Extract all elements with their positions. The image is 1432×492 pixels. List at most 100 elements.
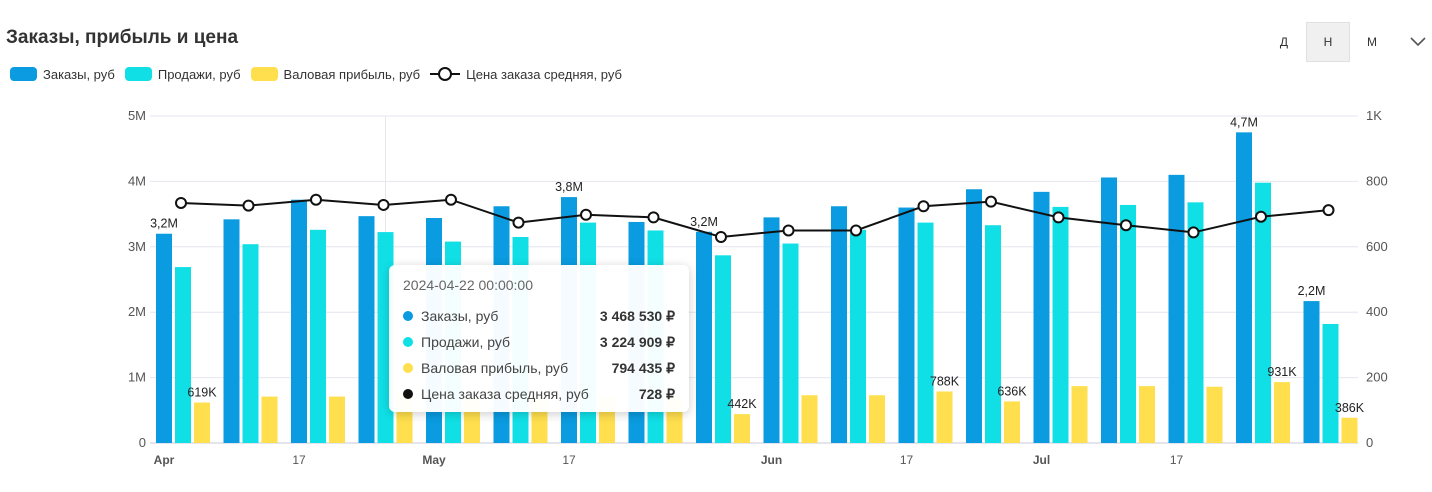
- bar-orders: [358, 216, 375, 443]
- right-axis-tick-label: 400: [1366, 304, 1388, 319]
- data-label: 442K: [727, 397, 757, 411]
- bar-sales: [985, 225, 1001, 443]
- bar-gross-profit: [1341, 417, 1358, 443]
- period-month-button[interactable]: М: [1367, 35, 1377, 49]
- tooltip-label-sales: Продажи, руб: [421, 334, 511, 350]
- chevron-down-icon: [1410, 37, 1426, 47]
- avg-price-point: [917, 200, 930, 213]
- right-axis-tick-label: 200: [1366, 370, 1388, 385]
- tooltip-label-avg-price: Цена заказа средняя, руб: [421, 386, 589, 402]
- period-week-button[interactable]: Н: [1306, 22, 1350, 62]
- avg-price-point: [445, 193, 457, 206]
- legend-swatch-gross-profit: [250, 67, 278, 81]
- data-label: 2,2M: [1298, 284, 1326, 298]
- avg-price-point: [1322, 204, 1335, 217]
- bar-orders: [291, 199, 307, 443]
- legend-line-marker-icon: [430, 67, 461, 81]
- bar-orders: [696, 231, 712, 443]
- chart-title: Заказы, прибыль и цена: [6, 27, 239, 48]
- bar-sales: [175, 267, 191, 443]
- avg-price-point: [1052, 211, 1065, 224]
- legend-item-orders[interactable]: Заказы, руб: [10, 67, 115, 82]
- bar-gross-profit: [1206, 386, 1223, 443]
- x-axis-tick-label: 17: [562, 453, 576, 467]
- avg-price-point: [1187, 226, 1200, 239]
- avg-price-point: [580, 208, 592, 221]
- bar-gross-profit: [261, 396, 278, 443]
- bar-sales: [1187, 202, 1204, 443]
- data-label: 3,2M: [690, 215, 718, 229]
- left-axis-tick-label: 2M: [128, 304, 146, 319]
- avg-price-point: [782, 224, 795, 237]
- bar-gross-profit: [1004, 401, 1020, 443]
- avg-price-line: [180, 198, 1329, 239]
- legend-item-sales[interactable]: Продажи, руб: [124, 66, 241, 82]
- avg-price-point: [512, 216, 525, 229]
- legend-item-avg-price[interactable]: Цена заказа средняя, руб: [430, 66, 622, 82]
- bar-gross-profit: [869, 395, 885, 443]
- bar-sales: [917, 222, 934, 443]
- avg-price-point: [985, 195, 997, 208]
- tooltip-dot-avg-price: [403, 389, 413, 399]
- x-axis-tick-label: 17: [292, 453, 306, 467]
- bar-gross-profit: [936, 391, 953, 443]
- avg-price-point: [850, 224, 862, 237]
- legend-label-sales: Продажи, руб: [157, 66, 241, 82]
- tooltip-dot-sales: [403, 337, 413, 347]
- bar-orders: [1168, 174, 1185, 444]
- bar-gross-profit: [1274, 382, 1290, 443]
- legend-label-orders: Заказы, руб: [43, 66, 115, 82]
- left-axis-tick-label: 3M: [128, 239, 146, 254]
- right-axis-tick-label: 1K: [1366, 108, 1382, 123]
- legend-item-gross-profit[interactable]: Валовая прибыль, руб: [250, 67, 420, 82]
- tooltip-row-avg-price: Цена заказа средняя, руб 728 ₽: [403, 381, 675, 407]
- x-axis-tick-label: May: [422, 453, 446, 467]
- x-axis-tick-label: 17: [1170, 453, 1184, 467]
- data-label: 619K: [187, 386, 217, 400]
- avg-price-point: [715, 230, 727, 243]
- bar-sales: [715, 255, 731, 443]
- left-axis-tick-label: 5M: [128, 108, 146, 123]
- tooltip-row-sales: Продажи, руб 3 224 909 ₽: [403, 329, 675, 355]
- data-label: 636K: [997, 384, 1027, 398]
- data-label: 788K: [930, 374, 960, 388]
- bar-orders: [966, 189, 982, 443]
- data-label: 4,7M: [1230, 115, 1258, 129]
- tooltip-dot-gross-profit: [403, 363, 413, 373]
- bar-gross-profit: [329, 396, 345, 443]
- bar-sales: [242, 244, 259, 443]
- x-axis-tick-label: Jul: [1033, 453, 1050, 467]
- period-day-button[interactable]: Д: [1279, 35, 1289, 49]
- bar-orders: [1236, 132, 1252, 443]
- bar-sales: [1120, 204, 1136, 443]
- bar-gross-profit: [801, 395, 818, 443]
- avg-price-point: [242, 199, 255, 212]
- x-axis-tick-label: Jun: [761, 453, 782, 467]
- avg-price-point: [310, 193, 322, 206]
- data-label: 3,2M: [150, 217, 178, 231]
- chart-legend: Заказы, руб Продажи, руб Валовая прибыль…: [10, 66, 632, 82]
- avg-price-point: [1120, 219, 1132, 232]
- x-axis-tick-label: Apr: [154, 453, 175, 467]
- x-axis-tick-label: 17: [900, 453, 914, 467]
- bar-sales: [850, 229, 866, 443]
- bar-gross-profit: [194, 402, 210, 443]
- bar-orders: [763, 217, 780, 443]
- avg-price-point: [647, 211, 660, 224]
- bar-orders: [156, 233, 172, 443]
- bar-sales: [1255, 182, 1271, 443]
- bar-gross-profit: [1071, 386, 1088, 443]
- bar-orders: [223, 219, 240, 443]
- expand-button[interactable]: [1398, 22, 1432, 62]
- bar-orders: [1033, 191, 1050, 443]
- tooltip-label-gross-profit: Валовая прибыль, руб: [421, 360, 569, 376]
- avg-price-point: [1255, 210, 1267, 223]
- tooltip-label-orders: Заказы, руб: [421, 308, 499, 324]
- legend-swatch-sales: [124, 67, 152, 81]
- chart-tooltip: 2024-04-22 00:00:00 Заказы, руб 3 468 53…: [389, 265, 689, 412]
- bar-sales: [1052, 206, 1069, 443]
- tooltip-dot-orders: [403, 311, 413, 321]
- right-axis-tick-label: 600: [1366, 239, 1388, 254]
- period-switch: Д Н М: [1262, 22, 1432, 62]
